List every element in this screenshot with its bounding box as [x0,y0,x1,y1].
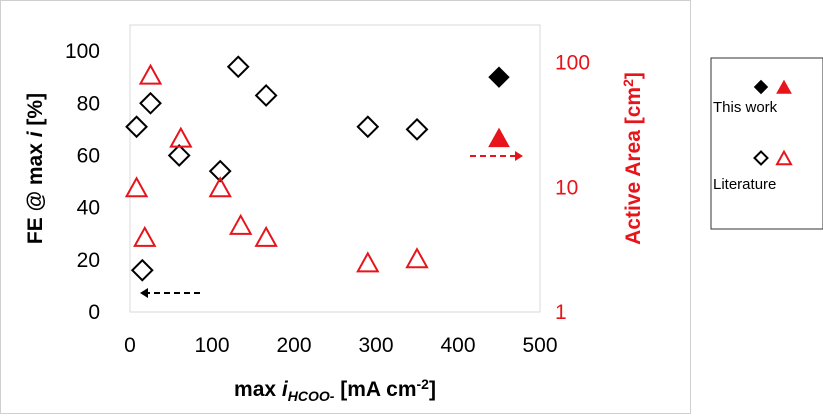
legend-this-work-diamond-icon [753,79,769,95]
fe-point-literature [167,144,191,167]
x-axis-title: max iHCOO- [mA cm-2] [234,376,436,404]
fe-point-literature [130,258,154,282]
x-tick-label: 500 [522,334,557,357]
area-point-literature [229,213,253,235]
fe-point-this-work [488,66,510,88]
y-right-axis-title: Active Area [cm2] [620,72,645,245]
plot-area [0,0,691,414]
legend-literature-triangle-icon [775,149,793,166]
y-left-tick-label: 60 [77,144,100,167]
fe-point-literature [226,55,250,79]
right-axis-arrow [470,151,523,161]
data-points [124,55,510,282]
fe-point-literature [254,84,278,107]
axis-titles: FE @ max i [%] Active Area [cm2] max iHCOO… [24,72,645,404]
legend-literature-diamond-icon [753,150,769,166]
y-left-tick-label: 0 [88,301,100,324]
area-point-literature [254,225,278,247]
area-point-literature [133,225,157,247]
area-point-literature [405,247,429,269]
x-tick-label: 200 [276,334,311,357]
y-right-tick-label: 10 [555,176,578,199]
y-right-tick-label: 1 [555,301,567,324]
area-point-literature [169,126,193,148]
area-point-literature [208,176,232,198]
y-left-tick-label: 100 [65,40,100,63]
legend: This work Literature [710,57,823,230]
x-tick-label: 100 [194,334,229,357]
y-left-axis-title: FE @ max i [%] [24,93,47,244]
area-point-literature [138,63,163,85]
legend-box [710,57,823,230]
figure-border [0,0,691,414]
fe-point-literature [125,115,148,139]
plot-border [129,24,541,313]
fe-point-literature [405,117,429,141]
area-point-literature [124,176,149,198]
y-left-tick-label: 40 [77,197,100,220]
fe-point-literature [139,91,162,115]
legend-this-work-triangle-icon [776,79,792,94]
x-tick-label: 400 [440,334,475,357]
axis-arrows [140,151,523,298]
fe-point-literature [356,115,380,139]
left-axis-arrow [140,288,200,298]
area-point-literature [356,251,380,273]
tick-labels: 0 100 200 300 400 500 0 20 40 60 80 100 1 10 100 [65,40,590,357]
y-left-tick-label: 20 [77,249,100,272]
y-left-tick-label: 80 [77,92,100,115]
y-right-tick-label: 100 [555,52,590,75]
area-point-this-work [488,127,510,148]
legend-literature-label: Literature [713,176,776,193]
legend-this-work-label: This work [713,99,778,116]
x-tick-label: 0 [124,334,136,357]
fe-point-literature [208,159,232,183]
x-tick-label: 300 [358,334,393,357]
